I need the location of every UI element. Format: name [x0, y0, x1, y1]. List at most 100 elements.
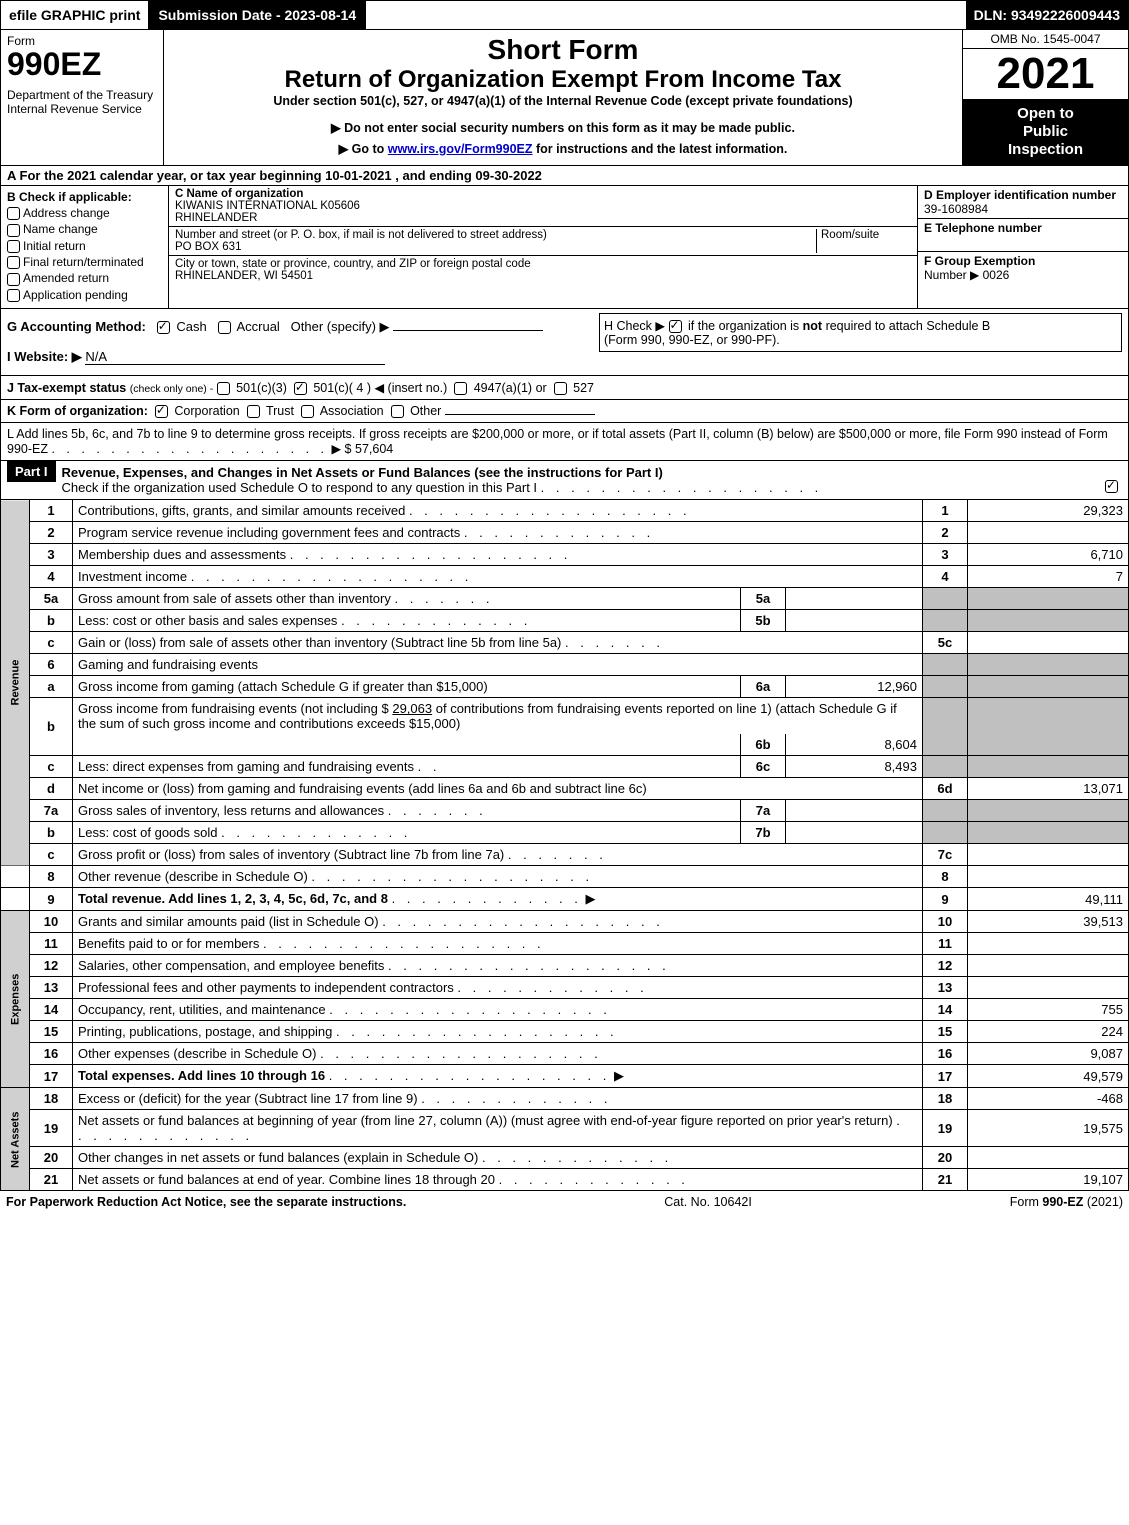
row-gh: G Accounting Method: Cash Accrual Other … [0, 309, 1129, 376]
table-row: 6 Gaming and fundraising events [1, 654, 1129, 676]
top-bar: efile GRAPHIC print Submission Date - 20… [0, 0, 1129, 30]
dept-irs: Internal Revenue Service [7, 102, 157, 116]
chk-amended-return[interactable]: Amended return [7, 271, 162, 285]
note-ssn: ▶ Do not enter social security numbers o… [170, 120, 956, 135]
room-label: Room/suite [816, 229, 911, 253]
tax-year: 2021 [963, 49, 1128, 99]
table-row: b Less: cost or other basis and sales ex… [1, 610, 1129, 632]
table-row: 2 Program service revenue including gove… [1, 522, 1129, 544]
val-19: 19,575 [968, 1110, 1129, 1147]
city-label: City or town, state or province, country… [175, 258, 911, 270]
efile-label: efile GRAPHIC print [1, 1, 150, 29]
irs-link[interactable]: www.irs.gov/Form990EZ [388, 142, 533, 156]
part1-title: Revenue, Expenses, and Changes in Net As… [62, 465, 663, 480]
val-15: 224 [968, 1021, 1129, 1043]
table-row: 19 Net assets or fund balances at beginn… [1, 1110, 1129, 1147]
chk-corporation[interactable] [155, 405, 168, 418]
val-10: 39,513 [968, 911, 1129, 933]
table-row: b Gross income from fundraising events (… [1, 698, 1129, 735]
c-label: C Name of organization [175, 188, 303, 200]
street-label: Number and street (or P. O. box, if mail… [175, 229, 816, 241]
h-form-list: (Form 990, 990-EZ, or 990-PF). [604, 333, 780, 347]
val-18: -468 [968, 1088, 1129, 1110]
short-form-title: Short Form [170, 34, 956, 66]
section-a: A For the 2021 calendar year, or tax yea… [0, 166, 1129, 186]
omb-number: OMB No. 1545-0047 [963, 30, 1128, 49]
table-row: 16 Other expenses (describe in Schedule … [1, 1043, 1129, 1065]
table-row: 15 Printing, publications, postage, and … [1, 1021, 1129, 1043]
website-label: I Website: ▶ [7, 349, 82, 364]
org-name-1: KIWANIS INTERNATIONAL K05606 [175, 200, 911, 212]
table-row: 3 Membership dues and assessments . . . … [1, 544, 1129, 566]
val-14: 755 [968, 999, 1129, 1021]
table-row: 4 Investment income . . . . . . . . . . … [1, 566, 1129, 588]
g-label: G Accounting Method: [7, 319, 146, 334]
val-1: 29,323 [968, 500, 1129, 522]
table-row: c Gain or (loss) from sale of assets oth… [1, 632, 1129, 654]
val-6a: 12,960 [786, 676, 923, 698]
table-row: c Gross profit or (loss) from sales of i… [1, 844, 1129, 866]
gross-receipts: 57,604 [355, 442, 393, 456]
val-4: 7 [968, 566, 1129, 588]
chk-501c3[interactable] [217, 382, 230, 395]
sidebar-net-assets: Net Assets [1, 1088, 30, 1191]
section-k: K Form of organization: Corporation Trus… [0, 400, 1129, 423]
val-3: 6,710 [968, 544, 1129, 566]
footer-right: Form 990-EZ (2021) [1010, 1195, 1123, 1209]
table-row: Revenue 1 Contributions, gifts, grants, … [1, 500, 1129, 522]
chk-association[interactable] [301, 405, 314, 418]
chk-final-return[interactable]: Final return/terminated [7, 255, 162, 269]
val-6b-fill: 29,063 [392, 701, 432, 716]
note-goto: ▶ Go to www.irs.gov/Form990EZ for instru… [170, 141, 956, 156]
table-row: 21 Net assets or fund balances at end of… [1, 1169, 1129, 1191]
table-row: 9 Total revenue. Add lines 1, 2, 3, 4, 5… [1, 888, 1129, 911]
table-row: a Gross income from gaming (attach Sched… [1, 676, 1129, 698]
subtitle: Under section 501(c), 527, or 4947(a)(1)… [170, 94, 956, 108]
chk-4947[interactable] [454, 382, 467, 395]
table-row: 17 Total expenses. Add lines 10 through … [1, 1065, 1129, 1088]
main-title: Return of Organization Exempt From Incom… [170, 66, 956, 94]
sidebar-revenue: Revenue [1, 500, 30, 866]
street-value: PO BOX 631 [175, 241, 816, 253]
val-21: 19,107 [968, 1169, 1129, 1191]
ein-label: D Employer identification number [924, 188, 1116, 202]
footer-cat-no: Cat. No. 10642I [664, 1195, 752, 1209]
chk-accrual[interactable] [218, 321, 231, 334]
part1-header: Part I Revenue, Expenses, and Changes in… [0, 461, 1129, 500]
phone-label: E Telephone number [924, 221, 1042, 235]
table-row: b Less: cost of goods sold . . . . . . .… [1, 822, 1129, 844]
chk-schedule-o[interactable] [1105, 480, 1118, 493]
form-number: 990EZ [7, 48, 157, 80]
website-value: N/A [85, 349, 385, 365]
table-row: 20 Other changes in net assets or fund b… [1, 1147, 1129, 1169]
lines-table: Revenue 1 Contributions, gifts, grants, … [0, 500, 1129, 1191]
dln: DLN: 93492226009443 [966, 1, 1128, 29]
chk-address-change[interactable]: Address change [7, 206, 162, 220]
table-row: d Net income or (loss) from gaming and f… [1, 778, 1129, 800]
chk-527[interactable] [554, 382, 567, 395]
table-row: 12 Salaries, other compensation, and emp… [1, 955, 1129, 977]
inspection-box: Open to Public Inspection [963, 99, 1128, 165]
val-6c: 8,493 [786, 756, 923, 778]
table-row: c Less: direct expenses from gaming and … [1, 756, 1129, 778]
table-row: Expenses 10 Grants and similar amounts p… [1, 911, 1129, 933]
org-name-2: RHINELANDER [175, 212, 911, 224]
chk-name-change[interactable]: Name change [7, 222, 162, 236]
chk-trust[interactable] [247, 405, 260, 418]
table-row: 8 Other revenue (describe in Schedule O)… [1, 866, 1129, 888]
chk-other-org[interactable] [391, 405, 404, 418]
section-a-text: A For the 2021 calendar year, or tax yea… [7, 168, 542, 183]
val-6d: 13,071 [968, 778, 1129, 800]
part1-check-text: Check if the organization used Schedule … [62, 480, 538, 495]
chk-cash[interactable] [157, 321, 170, 334]
group-exempt-label2: Number ▶ [924, 268, 979, 282]
chk-schedule-b[interactable] [669, 320, 682, 333]
table-row: Net Assets 18 Excess or (deficit) for th… [1, 1088, 1129, 1110]
city-value: RHINELANDER, WI 54501 [175, 270, 911, 282]
group-exempt-value: 0026 [983, 268, 1010, 282]
info-grid: B Check if applicable: Address change Na… [0, 186, 1129, 309]
chk-initial-return[interactable]: Initial return [7, 239, 162, 253]
table-row: 7a Gross sales of inventory, less return… [1, 800, 1129, 822]
chk-501c[interactable] [294, 382, 307, 395]
chk-application-pending[interactable]: Application pending [7, 288, 162, 302]
